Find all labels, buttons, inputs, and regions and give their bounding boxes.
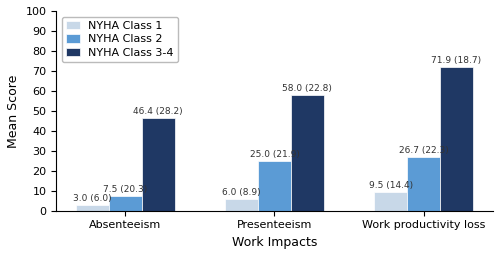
Bar [374, 192, 407, 211]
Text: 25.0 (21.9): 25.0 (21.9) [250, 150, 300, 159]
X-axis label: Work Impacts: Work Impacts [232, 236, 317, 249]
Bar [142, 118, 174, 211]
Bar [407, 157, 440, 211]
Bar [258, 161, 291, 211]
Text: 46.4 (28.2): 46.4 (28.2) [134, 107, 183, 116]
Bar [440, 67, 473, 211]
Text: 71.9 (18.7): 71.9 (18.7) [432, 56, 482, 65]
Bar [76, 205, 109, 211]
Text: 3.0 (6.0): 3.0 (6.0) [73, 194, 112, 203]
Legend: NYHA Class 1, NYHA Class 2, NYHA Class 3-4: NYHA Class 1, NYHA Class 2, NYHA Class 3… [62, 16, 178, 62]
Text: 58.0 (22.8): 58.0 (22.8) [282, 84, 332, 93]
Text: 26.7 (22.3): 26.7 (22.3) [398, 146, 448, 155]
Bar [109, 196, 142, 211]
Y-axis label: Mean Score: Mean Score [7, 74, 20, 147]
Text: 7.5 (20.3): 7.5 (20.3) [103, 185, 148, 194]
Bar [225, 199, 258, 211]
Text: 9.5 (14.4): 9.5 (14.4) [368, 181, 413, 190]
Text: 6.0 (8.9): 6.0 (8.9) [222, 188, 261, 197]
Bar [291, 95, 324, 211]
